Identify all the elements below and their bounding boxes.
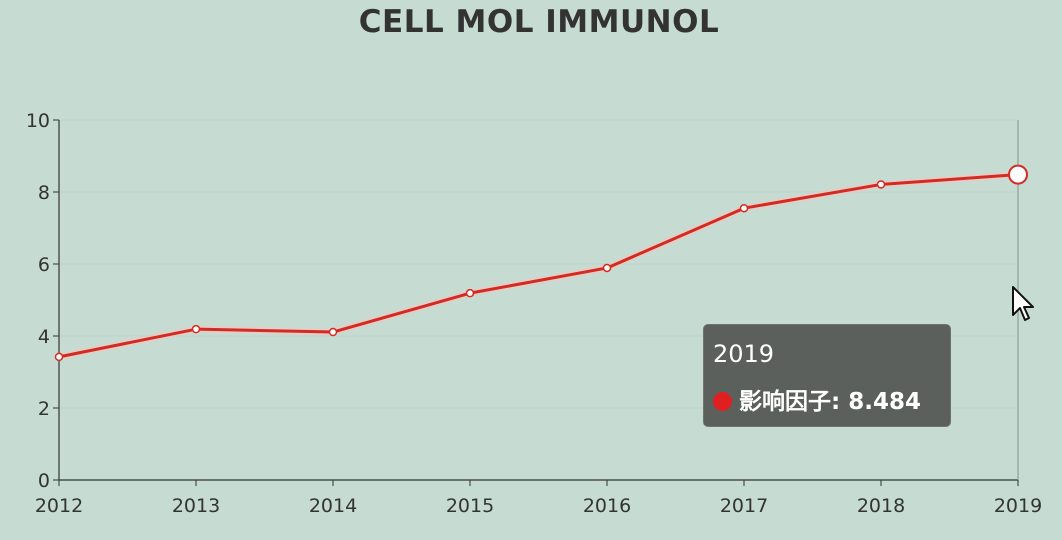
tooltip-value-label: 影响因子: 8.484 xyxy=(739,389,921,415)
data-point xyxy=(602,263,612,273)
y-tick-label: 8 xyxy=(38,182,50,204)
x-tick-label: 2012 xyxy=(35,495,83,517)
data-point-highlighted xyxy=(1008,164,1028,185)
data-point xyxy=(328,327,338,337)
series-line xyxy=(57,173,1020,359)
x-tick-label: 2019 xyxy=(994,495,1042,517)
data-point xyxy=(191,324,201,334)
x-tick-label: 2015 xyxy=(446,495,494,517)
y-tick-label: 2 xyxy=(38,398,50,420)
chart-title: CELL MOL IMMUNOL xyxy=(358,4,720,40)
data-point xyxy=(876,180,886,189)
x-tick-label: 2013 xyxy=(172,495,220,517)
y-tick-label: 6 xyxy=(38,254,50,276)
axes: 0 2 4 6 8 10 2012 2013 2014 2015 2016 2017 2018 2019 xyxy=(26,110,1042,517)
x-tick-label: 2018 xyxy=(857,495,905,517)
tooltip-series-marker xyxy=(713,392,732,411)
tooltip-row: 影响因子: 8.484 xyxy=(713,382,921,416)
tooltip: 2019 影响因子: 8.484 xyxy=(703,324,951,427)
mouse-pointer-icon xyxy=(1012,286,1034,321)
data-point xyxy=(739,203,749,213)
data-point xyxy=(54,352,64,362)
x-tick-label: 2017 xyxy=(720,495,768,517)
series-layer xyxy=(54,164,1028,362)
y-tick-label: 0 xyxy=(38,470,50,492)
y-tick-label: 4 xyxy=(38,326,50,348)
x-tick-label: 2014 xyxy=(309,495,357,517)
tooltip-title: 2019 xyxy=(713,340,775,368)
x-tick-label: 2016 xyxy=(583,495,631,517)
data-point xyxy=(465,288,475,298)
y-tick-label: 10 xyxy=(26,110,50,132)
